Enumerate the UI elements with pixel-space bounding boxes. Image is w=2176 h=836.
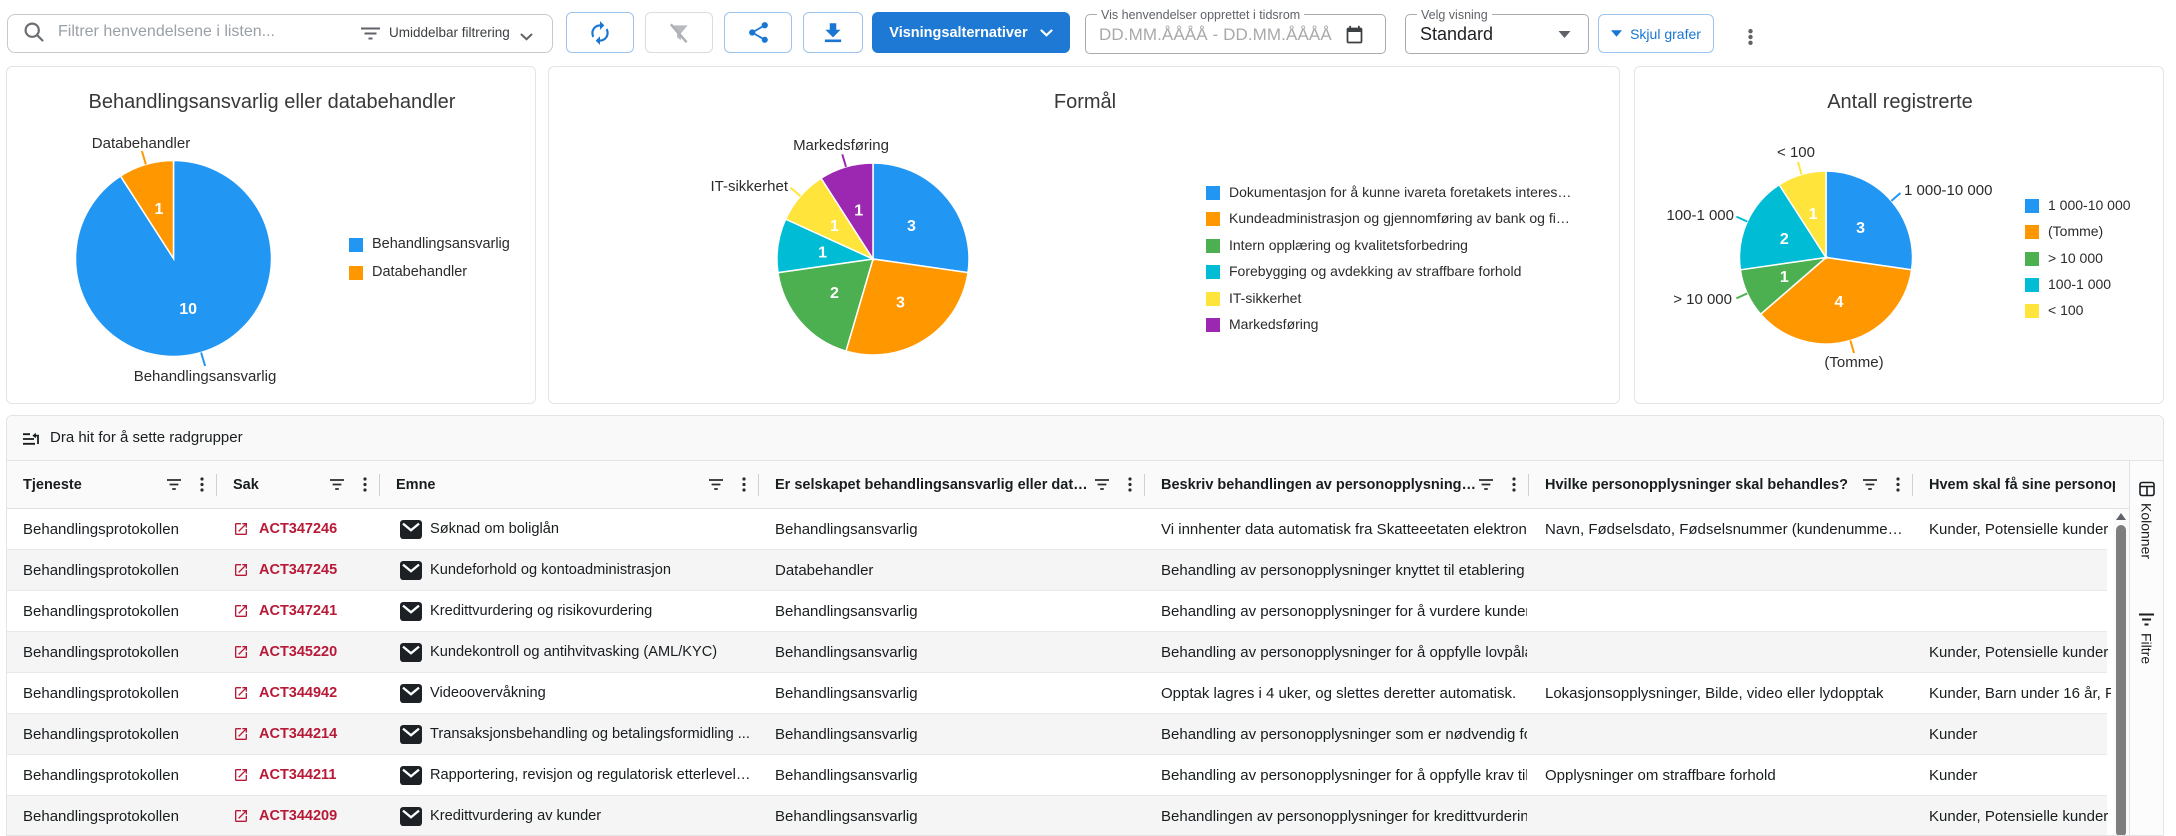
svg-text:1 000-10 000: 1 000-10 000 — [1904, 182, 1992, 199]
svg-text:< 100: < 100 — [1777, 144, 1815, 161]
svg-text:3: 3 — [896, 294, 905, 311]
svg-text:3: 3 — [1856, 220, 1865, 237]
svg-text:1: 1 — [818, 244, 827, 261]
svg-text:10: 10 — [179, 301, 197, 318]
svg-text:1: 1 — [830, 218, 839, 235]
svg-text:3: 3 — [907, 218, 916, 235]
svg-text:2: 2 — [830, 285, 839, 302]
svg-text:4: 4 — [1834, 294, 1843, 311]
svg-text:1: 1 — [854, 203, 863, 220]
svg-text:1: 1 — [1809, 206, 1818, 223]
svg-text:2: 2 — [1780, 231, 1789, 248]
svg-text:1: 1 — [1780, 269, 1789, 286]
svg-text:Databehandler: Databehandler — [92, 135, 190, 152]
svg-text:IT-sikkerhet: IT-sikkerhet — [710, 178, 788, 195]
svg-text:Behandlingsansvarlig: Behandlingsansvarlig — [134, 368, 277, 385]
svg-text:(Tomme): (Tomme) — [1824, 354, 1883, 371]
svg-text:> 10 000: > 10 000 — [1673, 291, 1732, 308]
svg-text:Markedsføring: Markedsføring — [793, 137, 889, 154]
svg-text:1: 1 — [154, 201, 163, 218]
svg-text:100-1 000: 100-1 000 — [1666, 207, 1734, 224]
